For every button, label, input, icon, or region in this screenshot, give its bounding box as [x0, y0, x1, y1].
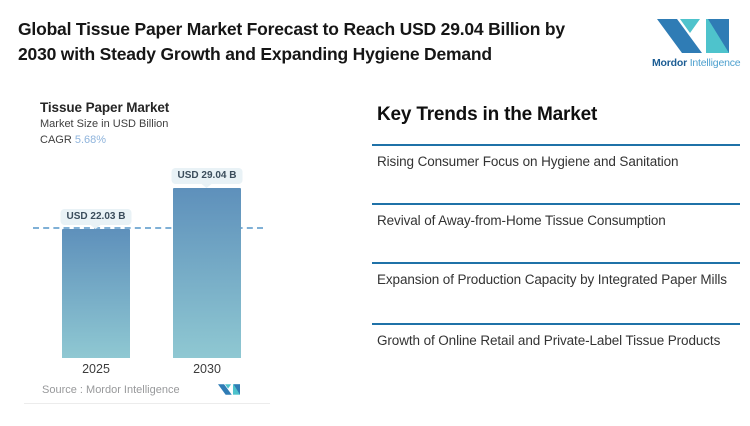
source-label: Source :: [42, 384, 83, 396]
trend-item-3-text: Expansion of Production Capacity by Inte…: [377, 272, 727, 287]
value-badge-2025: USD 22.03 B: [60, 209, 132, 225]
chart-title: Tissue Paper Market: [40, 100, 170, 115]
cagr-value: 5.68%: [74, 134, 107, 146]
year-label-2025: 2025: [82, 362, 110, 376]
value-badge-2030: USD 29.04 B: [171, 168, 243, 184]
year-label-2030: 2030: [193, 362, 221, 376]
brand-name-secondary: Intelligence: [689, 57, 741, 69]
chart-cagr: CAGR 5.68%: [40, 134, 106, 146]
trend-item-2: Revival of Away-from-Home Tissue Consump…: [372, 203, 740, 228]
trend-item-2-text: Revival of Away-from-Home Tissue Consump…: [377, 213, 666, 228]
brand-logo-text: Mordor Intelligence: [652, 57, 741, 69]
chart-bottom-divider: [24, 403, 270, 404]
brand-logo: Mordor Intelligence: [652, 19, 741, 69]
trend-item-4-text: Growth of Online Retail and Private-Labe…: [377, 333, 721, 348]
mordor-intelligence-mark-icon: [218, 384, 240, 395]
trend-item-3: Expansion of Production Capacity by Inte…: [372, 262, 740, 287]
mordor-intelligence-logo-icon: [657, 19, 729, 53]
cagr-label: CAGR: [40, 134, 72, 146]
brand-name-primary: Mordor: [652, 57, 687, 69]
page-title-line-2: 2030 with Steady Growth and Expanding Hy…: [18, 44, 492, 64]
page-title-line-1: Global Tissue Paper Market Forecast to R…: [18, 19, 565, 39]
bar-chart-plot: USD 22.03 B 2025 USD 29.04 B 2030: [0, 0, 310, 426]
page-title: Global Tissue Paper Market Forecast to R…: [18, 17, 666, 67]
chart-subtitle: Market Size in USD Billion: [40, 118, 169, 130]
source-attribution: Source : Mordor Intelligence: [42, 384, 180, 396]
trend-item-1: Rising Consumer Focus on Hygiene and San…: [372, 144, 740, 169]
source-value: Mordor Intelligence: [86, 384, 180, 396]
trend-item-4: Growth of Online Retail and Private-Labe…: [372, 323, 740, 348]
bar-2025: [62, 229, 130, 358]
reference-dashed-line: [33, 227, 263, 229]
trends-heading: Key Trends in the Market: [377, 104, 598, 125]
trend-item-1-text: Rising Consumer Focus on Hygiene and San…: [377, 154, 679, 169]
bar-2030: [173, 188, 241, 358]
